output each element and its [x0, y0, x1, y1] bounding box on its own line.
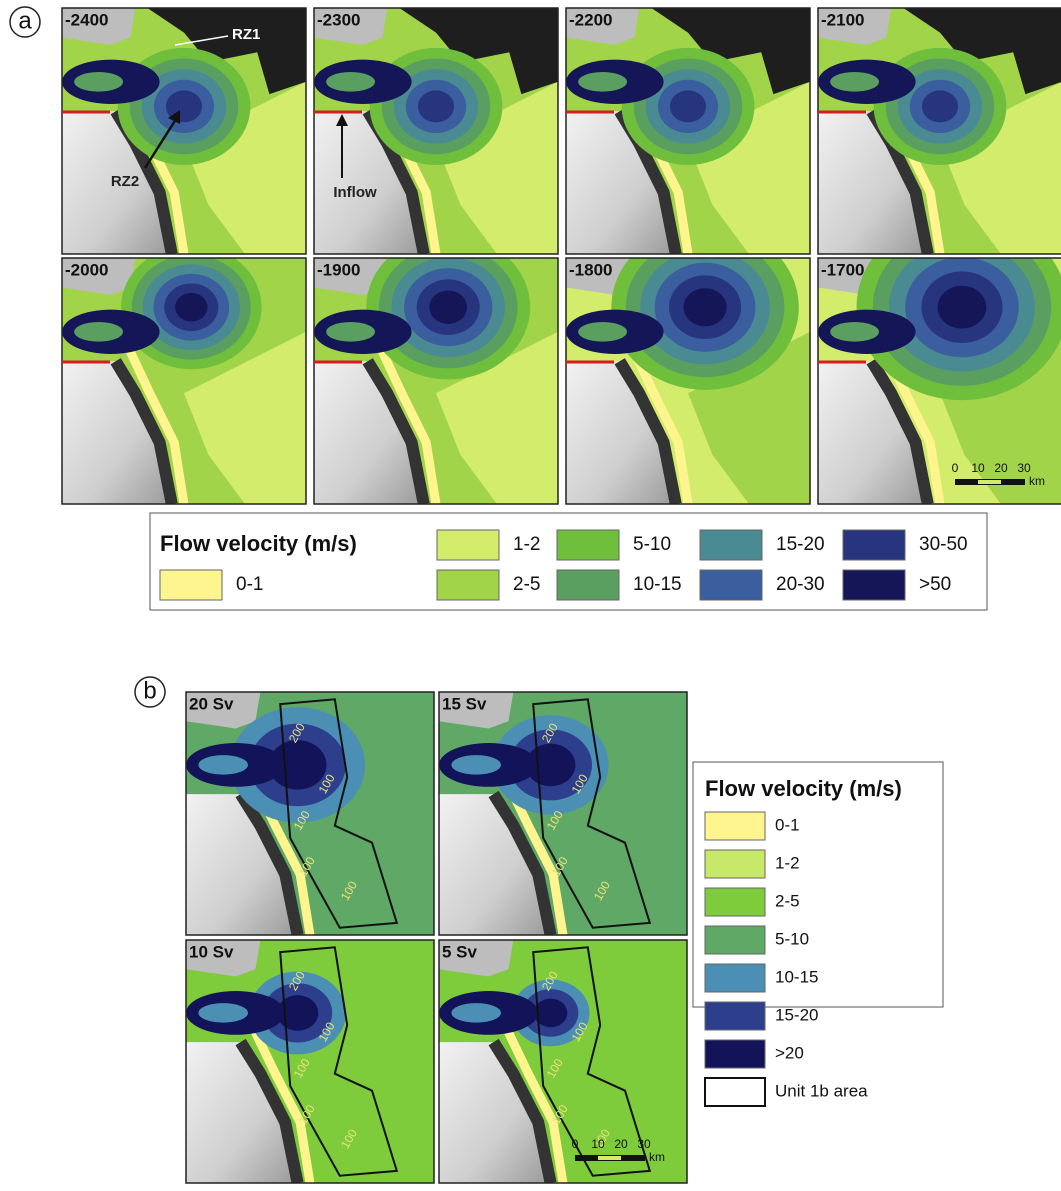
panel-label: -1700 [821, 260, 864, 279]
legend-swatch [705, 812, 765, 840]
part-label: b [143, 677, 156, 704]
legend-swatch [437, 570, 499, 600]
channel [830, 322, 879, 342]
legend-swatch [557, 570, 619, 600]
panel-label: -2100 [821, 10, 864, 29]
legend-swatch [705, 926, 765, 954]
map-panel [62, 8, 306, 254]
part-label: a [18, 7, 32, 34]
legend-label: 20-30 [776, 574, 825, 595]
annotation: RZ1 [232, 26, 260, 43]
scale-tick: 30 [637, 1137, 651, 1151]
legend-label: 1-2 [775, 853, 800, 872]
legend-swatch [705, 888, 765, 916]
map-panel [186, 692, 434, 935]
legend-swatch [705, 1040, 765, 1068]
scale-tick: 0 [952, 461, 959, 475]
legend-swatch [705, 1002, 765, 1030]
panel-label: -2200 [569, 10, 612, 29]
scale-unit: km [649, 1150, 665, 1164]
channel [830, 72, 879, 92]
legend-swatch [843, 570, 905, 600]
legend-label: 15-20 [776, 534, 825, 555]
legend-label: 5-10 [775, 929, 809, 948]
panel-label: 15 Sv [442, 694, 487, 713]
legend-label: 0-1 [775, 815, 800, 834]
panel-label: 5 Sv [442, 942, 478, 961]
scale-bar-seg [598, 1156, 621, 1160]
legend-label: 10-15 [775, 967, 818, 986]
channel [198, 755, 248, 774]
velocity-zone [938, 286, 987, 329]
channel [578, 72, 627, 92]
legend-label: 2-5 [775, 891, 800, 910]
legend-title: Flow velocity (m/s) [705, 776, 902, 801]
legend-label: Unit 1b area [775, 1081, 868, 1100]
legend-swatch [700, 570, 762, 600]
channel [326, 322, 375, 342]
velocity-zone [175, 293, 207, 322]
legend-swatch [160, 570, 222, 600]
scale-unit: km [1029, 474, 1045, 488]
channel [198, 1003, 248, 1022]
scale-tick: 30 [1017, 461, 1031, 475]
legend-swatch [705, 1078, 765, 1106]
annotation: RZ2 [111, 173, 139, 190]
panel-label: -2400 [65, 10, 108, 29]
scale-tick: 20 [614, 1137, 628, 1151]
figure: a b -2400 -2300 -2200 -2100 -2000 -1900 -1800 -… [0, 0, 1061, 1191]
legend-label: 1-2 [513, 534, 540, 555]
panel-label: 20 Sv [189, 694, 234, 713]
channel [326, 72, 375, 92]
channel [74, 72, 123, 92]
scale-tick: 10 [591, 1137, 605, 1151]
legend-label: 2-5 [513, 574, 540, 595]
scale-tick: 10 [971, 461, 985, 475]
channel [578, 322, 627, 342]
legend-label: 10-15 [633, 574, 682, 595]
channel [74, 322, 123, 342]
panel-label: -2000 [65, 260, 108, 279]
legend-label: 15-20 [775, 1005, 818, 1024]
panel-label: -1900 [317, 260, 360, 279]
channel [451, 1003, 501, 1022]
legend-swatch [700, 530, 762, 560]
legend-title: Flow velocity (m/s) [160, 531, 357, 556]
legend-label: 30-50 [919, 534, 968, 555]
panel-label: -1800 [569, 260, 612, 279]
map-panel [439, 692, 687, 935]
map-panel [314, 8, 558, 254]
panel-label: -2300 [317, 10, 360, 29]
legend-swatch [557, 530, 619, 560]
velocity-zone [670, 90, 706, 122]
legend-label: >20 [775, 1043, 804, 1062]
scale-tick: 20 [994, 461, 1008, 475]
velocity-zone [683, 288, 726, 326]
legend-swatch [705, 964, 765, 992]
legend-label: 0-1 [236, 574, 263, 595]
map-panel [62, 245, 306, 504]
velocity-zone [429, 291, 467, 324]
map-panel [566, 8, 810, 254]
velocity-zone [922, 90, 958, 122]
channel [451, 755, 501, 774]
scale-tick: 0 [572, 1137, 579, 1151]
legend-swatch [705, 850, 765, 878]
map-panel [818, 8, 1061, 254]
scale-bar-seg [978, 480, 1001, 484]
velocity-zone [418, 90, 454, 122]
panel-label: 10 Sv [189, 942, 234, 961]
legend-label: 5-10 [633, 534, 671, 555]
legend-label: >50 [919, 574, 951, 595]
legend-swatch [843, 530, 905, 560]
map-panel [186, 940, 434, 1183]
annotation: Inflow [333, 184, 377, 201]
legend-swatch [437, 530, 499, 560]
